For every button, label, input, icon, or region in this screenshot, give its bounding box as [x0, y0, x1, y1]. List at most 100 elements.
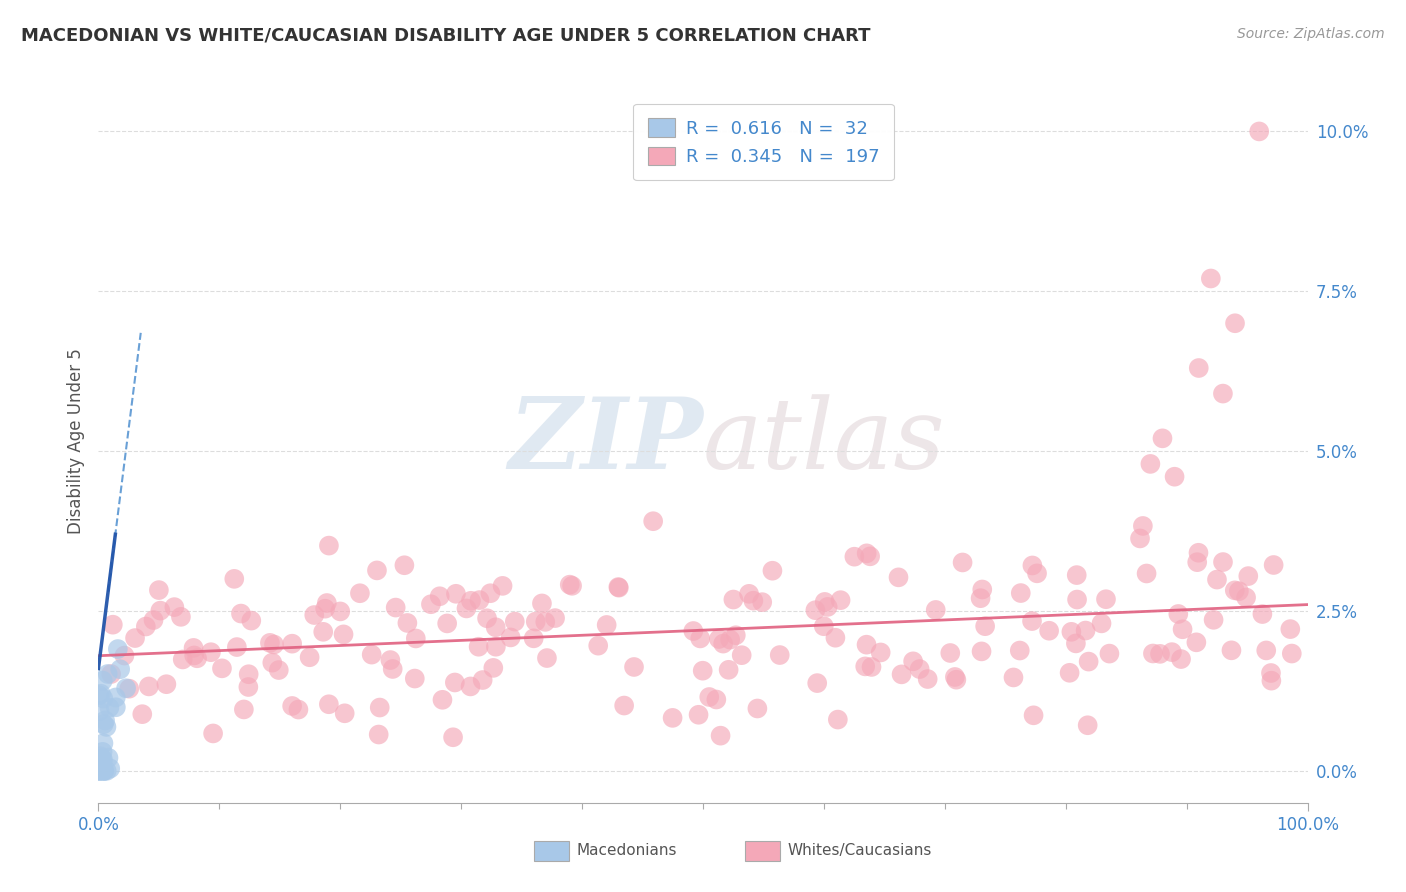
Point [1010, 586, 1032, 600]
Point [1022, 708, 1045, 723]
Point [806, 676, 828, 690]
Point [112, 648, 135, 663]
Text: MACEDONIAN VS WHITE/CAUCASIAN DISABILITY AGE UNDER 5 CORRELATION CHART: MACEDONIAN VS WHITE/CAUCASIAN DISABILITY… [21, 27, 870, 45]
Point [485, 640, 508, 654]
Point [91, 691, 114, 706]
Point [229, 607, 252, 621]
Point [869, 645, 891, 659]
Point [118, 681, 141, 696]
Point [1263, 558, 1285, 572]
Point [718, 632, 741, 647]
Point [613, 698, 636, 713]
Point [1021, 614, 1043, 628]
Point [94, 714, 117, 728]
Point [87, 688, 110, 702]
Point [100, 667, 122, 681]
Point [697, 690, 720, 704]
Point [607, 580, 630, 594]
Point [87, 764, 110, 778]
Point [329, 604, 352, 618]
Point [939, 646, 962, 660]
Point [98, 700, 121, 714]
Point [534, 615, 557, 629]
Point [817, 599, 839, 614]
Point [1251, 607, 1274, 621]
Point [1060, 624, 1083, 639]
Point [163, 600, 186, 615]
Point [98, 762, 121, 776]
Point [1139, 457, 1161, 471]
Point [404, 672, 426, 686]
Point [769, 648, 792, 662]
Point [844, 549, 866, 564]
Point [90, 758, 112, 772]
Point [96, 764, 118, 778]
Point [131, 707, 153, 722]
Point [692, 664, 714, 678]
Point [523, 632, 546, 646]
Point [544, 611, 567, 625]
Point [707, 632, 730, 646]
Point [1152, 431, 1174, 445]
Point [1227, 584, 1250, 599]
Point [142, 613, 165, 627]
Point [93, 764, 115, 778]
Point [1163, 469, 1185, 483]
Point [1212, 555, 1234, 569]
Point [1038, 624, 1060, 638]
Point [281, 698, 304, 713]
Point [536, 651, 558, 665]
Point [108, 662, 131, 676]
Point [1074, 624, 1097, 638]
Point [1223, 583, 1246, 598]
Point [1135, 566, 1157, 581]
Point [943, 670, 966, 684]
Point [312, 624, 335, 639]
Point [482, 661, 505, 675]
Point [561, 579, 583, 593]
Point [524, 615, 547, 629]
Point [1167, 607, 1189, 621]
Point [908, 662, 931, 676]
Point [380, 653, 402, 667]
Point [1256, 643, 1278, 657]
Point [1223, 316, 1246, 330]
Point [1095, 592, 1118, 607]
Point [96, 720, 118, 734]
Point [89, 749, 111, 764]
Point [1234, 591, 1257, 605]
Point [1187, 546, 1209, 560]
Point [1206, 573, 1229, 587]
Point [318, 698, 340, 712]
Point [200, 645, 222, 659]
Point [101, 617, 124, 632]
Point [172, 652, 194, 666]
Point [367, 727, 389, 741]
Point [901, 654, 924, 668]
Point [974, 619, 997, 633]
Text: Macedonians: Macedonians [576, 844, 676, 858]
Point [1129, 532, 1152, 546]
Point [682, 624, 704, 638]
Point [225, 640, 247, 654]
Point [90, 751, 112, 765]
Point [91, 745, 114, 759]
Point [468, 593, 491, 607]
Point [368, 700, 391, 714]
Point [298, 650, 321, 665]
Point [170, 610, 193, 624]
Point [104, 690, 127, 705]
Point [444, 587, 467, 601]
Point [1077, 718, 1099, 732]
Point [860, 660, 883, 674]
Point [586, 639, 609, 653]
Point [661, 711, 683, 725]
Point [211, 661, 233, 675]
Text: ZIP: ZIP [508, 393, 703, 490]
Point [186, 651, 208, 665]
Point [1066, 592, 1088, 607]
Point [1188, 361, 1211, 376]
Point [183, 640, 205, 655]
Point [1160, 645, 1182, 659]
Point [738, 587, 761, 601]
